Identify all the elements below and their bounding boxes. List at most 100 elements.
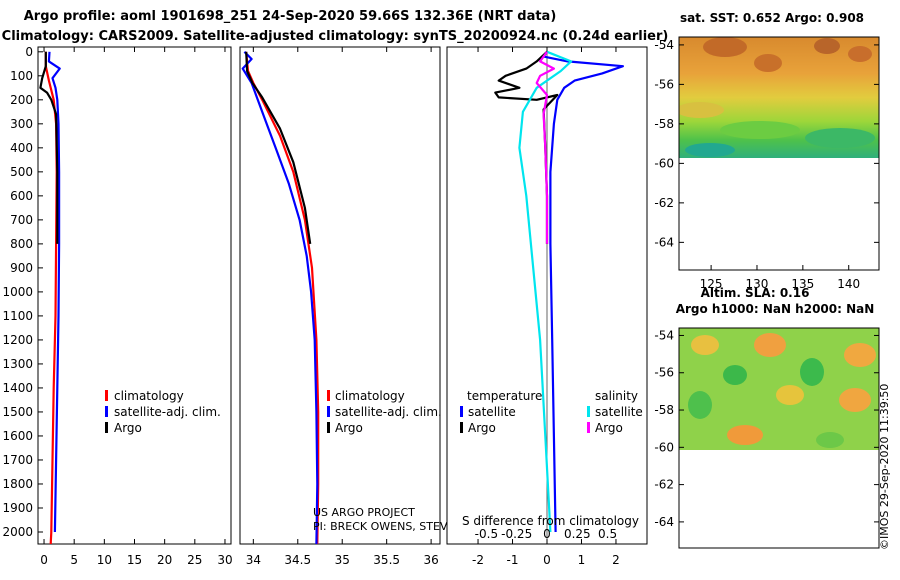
sla-map-frame (678, 327, 880, 549)
lon-tick-label: 135 (791, 277, 814, 291)
salinity-diff-tick-label: 0 (543, 527, 551, 541)
mid-patch (679, 102, 724, 118)
lon-tick-label: 130 (746, 277, 769, 291)
low-patch (816, 432, 844, 448)
cool-patch (805, 128, 875, 148)
temperature-lines (39, 51, 61, 545)
depth-tick-label: 0 (25, 45, 33, 59)
difference-title: S difference from climatology (462, 514, 639, 528)
legend-header-temperature: temperature (467, 389, 542, 403)
series-line-satellite-adj-clim- (47, 51, 61, 533)
salinity-diff-tick-label: 0.25 (564, 527, 591, 541)
cool-patch (720, 121, 800, 139)
legend-swatch-argo (327, 422, 330, 433)
cold-patch (685, 143, 735, 157)
lat-tick-label: -64 (654, 235, 674, 249)
temperature-x-tick-label: 20 (157, 553, 172, 567)
series-line-satellite-adj-clim- (241, 51, 319, 545)
lat-tick-label: -56 (654, 77, 674, 91)
salinity-lines (241, 51, 320, 545)
lat-tick-label: -62 (654, 478, 674, 492)
lat-tick-label: -64 (654, 515, 674, 529)
sla-map-title: Altim. SLA: 0.16 (701, 286, 810, 300)
sla-map: -54 -56 -58 -60 -62 -64 (654, 327, 880, 549)
depth-tick-label: 400 (10, 141, 33, 155)
depth-tick-label: 100 (10, 69, 33, 83)
temperature-x-tick-label: 10 (97, 553, 112, 567)
legend-label-temp-argo: Argo (468, 421, 496, 435)
temperature-x-axis: 0 5 10 15 20 25 30 (40, 47, 233, 567)
depth-tick-label: 800 (10, 237, 33, 251)
salinity-panel-frame (239, 46, 441, 545)
salinity-x-tick-label: 36 (423, 553, 438, 567)
salinity-diff-tick-label: -0.25 (501, 527, 532, 541)
sst-map-title: sat. SST: 0.652 Argo: 0.908 (680, 11, 864, 25)
depth-tick-label: 900 (10, 261, 33, 275)
legend-swatch-argo (105, 422, 108, 433)
legend-label-argo: Argo (335, 421, 363, 435)
legend-label-satellite: satellite-adj. clim. (335, 405, 442, 419)
depth-tick-label: 1200 (2, 333, 33, 347)
depth-tick-label: 600 (10, 189, 33, 203)
salinity-legend: climatology satellite-adj. clim. Argo (327, 389, 442, 435)
depth-tick-label: 1800 (2, 477, 33, 491)
warm-patch (848, 46, 872, 62)
depth-tick-label: 300 (10, 117, 33, 131)
difference-x-tick-label: 1 (578, 553, 586, 567)
difference-x-tick-label: 0 (543, 553, 551, 567)
legend-swatch-temp-satellite (460, 406, 463, 417)
salinity-diff-tick-label: -0.5 (475, 527, 498, 541)
credit-line-1: US ARGO PROJECT (313, 506, 415, 519)
difference-legend: temperature salinity satellite Argo sate… (460, 389, 643, 435)
high-patch (754, 333, 786, 357)
depth-axis: 0 100 200 300 400 500 600 700 800 900 1000 1100 1200… (2, 45, 43, 539)
depth-tick-label: 200 (10, 93, 33, 107)
difference-lines (494, 47, 625, 544)
warm-patch (754, 54, 782, 72)
legend-swatch-satellite (105, 406, 108, 417)
sla-lat-axis: -54 -56 -58 -60 -62 -64 (654, 328, 879, 529)
depth-tick-label: 1500 (2, 405, 33, 419)
warm-patch (814, 38, 840, 54)
warm-patch (703, 37, 747, 57)
legend-label-argo: Argo (114, 421, 142, 435)
depth-tick-label: 2000 (2, 525, 33, 539)
temperature-legend: climatology satellite-adj. clim. Argo (105, 389, 221, 435)
legend-swatch-climatology (105, 390, 108, 401)
temperature-x-tick-label: 15 (127, 553, 142, 567)
depth-tick-label: 500 (10, 165, 33, 179)
temperature-x-tick-label: 25 (187, 553, 202, 567)
salinity-x-axis: 34 34.5 35 35.5 36 (246, 47, 439, 567)
series-line-argo (39, 51, 59, 244)
low-patch (723, 365, 747, 385)
high-patch (691, 335, 719, 355)
lat-tick-label: -58 (654, 403, 674, 417)
sst-map-frame (678, 36, 880, 271)
series-line-argo (245, 51, 312, 245)
depth-tick-label: 1300 (2, 357, 33, 371)
depth-tick-label: 1900 (2, 501, 33, 515)
difference-x-tick-label: 2 (612, 553, 620, 567)
legend-swatch-sal-argo (587, 422, 590, 433)
temperature-x-tick-label: 30 (217, 553, 232, 567)
difference-x-tick-label: -1 (507, 553, 519, 567)
depth-tick-label: 1700 (2, 453, 33, 467)
salinity-x-tick-label: 34 (246, 553, 261, 567)
lat-tick-label: -56 (654, 366, 674, 380)
salinity-diff-axis: -0.5 -0.25 0 0.25 0.5 (475, 527, 617, 541)
temperature-panel-frame (37, 46, 232, 545)
legend-label-climatology: climatology (335, 389, 405, 403)
difference-x-tick-label: -2 (472, 553, 484, 567)
legend-label-temp-satellite: satellite (468, 405, 516, 419)
legend-swatch-satellite (327, 406, 330, 417)
watermark: ©IMOS 29-Sep-2020 11:39:50 (878, 384, 891, 550)
legend-label-sal-argo: Argo (595, 421, 623, 435)
salinity-x-tick-label: 35 (335, 553, 350, 567)
title-line-2: Climatology: CARS2009. Satellite-adjuste… (2, 29, 669, 44)
sst-patches (679, 37, 875, 157)
temperature-x-tick-label: 0 (40, 553, 48, 567)
high-patch (727, 425, 763, 445)
lat-tick-label: -58 (654, 117, 674, 131)
salinity-diff-tick-label: 0.5 (598, 527, 617, 541)
